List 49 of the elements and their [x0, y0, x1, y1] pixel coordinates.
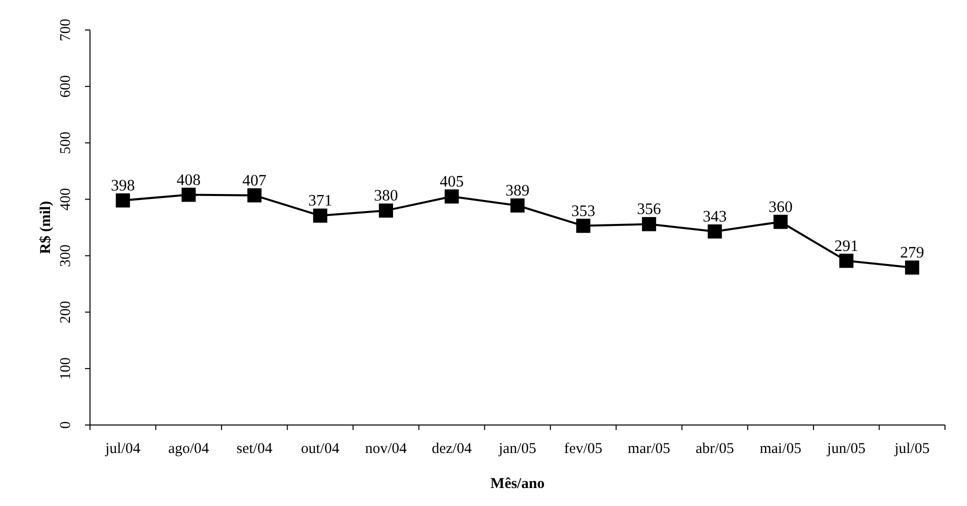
point	[313, 208, 328, 223]
y-tick-label: 400	[58, 188, 74, 211]
x-tick-label: ago/04	[168, 441, 210, 457]
data-label: 371	[308, 192, 332, 210]
x-tick-label: jun/05	[826, 441, 866, 457]
point	[774, 214, 788, 229]
data-label: 360	[768, 198, 793, 216]
data-label: 405	[440, 173, 464, 190]
data-label: 291	[834, 238, 858, 255]
data-label: 380	[374, 188, 398, 205]
point	[378, 204, 394, 218]
x-tick-label: set/04	[236, 441, 273, 457]
point	[905, 260, 920, 275]
y-axis-title: R$ (mil)	[38, 201, 54, 254]
data-label: 407	[242, 172, 266, 190]
x-tick-label: dez/04	[432, 441, 472, 457]
data-label: 398	[110, 177, 135, 194]
y-tick-label: 0	[58, 421, 74, 429]
x-tick-label: mai/05	[760, 441, 802, 457]
y-tick-label: 500	[58, 132, 74, 154]
data-label: 343	[702, 208, 727, 226]
x-tick-label: fev/05	[564, 441, 602, 457]
data-label: 389	[506, 182, 530, 200]
point	[247, 188, 262, 202]
data-label: 356	[637, 201, 662, 218]
x-tick-label: jul/04	[104, 441, 141, 457]
point	[510, 198, 525, 213]
point	[839, 254, 854, 268]
x-tick-label: mar/05	[628, 441, 670, 457]
point	[182, 188, 196, 202]
point	[642, 217, 656, 232]
point	[444, 189, 459, 204]
data-label: 279	[900, 244, 924, 262]
x-tick-label: abr/05	[696, 441, 734, 457]
point	[116, 193, 130, 208]
y-tick-label: 600	[58, 75, 74, 98]
y-tick-label: 300	[58, 244, 74, 267]
point	[576, 218, 590, 233]
x-tick-label: jan/05	[498, 441, 536, 457]
y-tick-label: 100	[58, 357, 74, 380]
point	[708, 224, 722, 239]
y-tick-label: 700	[58, 18, 74, 42]
data-label: 353	[571, 202, 596, 220]
x-axis-title: Mês/ano	[490, 476, 545, 492]
y-tick-label: 200	[58, 300, 74, 324]
x-tick-label: nov/04	[365, 441, 408, 457]
data-label: 408	[176, 172, 201, 189]
x-tick-label: out/04	[301, 441, 340, 457]
x-tick-label: jul/05	[894, 441, 930, 457]
